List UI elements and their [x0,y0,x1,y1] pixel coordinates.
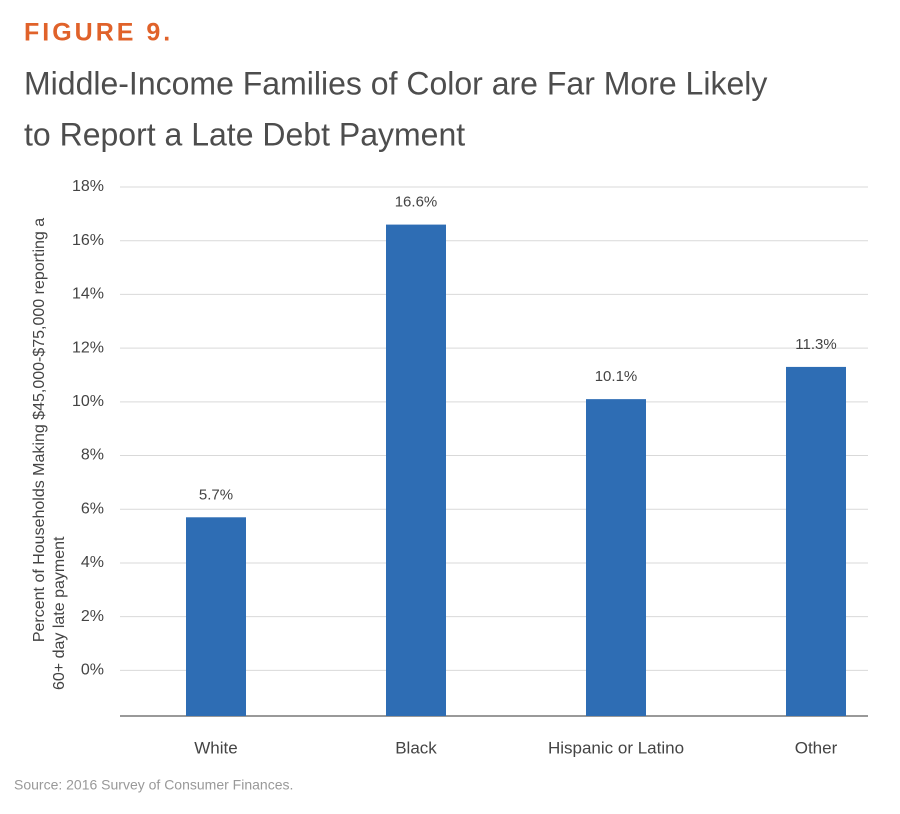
value-label: 16.6% [395,194,438,211]
y-tick-label: 0% [81,662,104,679]
y-tick-label: 16% [72,232,104,249]
y-tick-label: 6% [81,500,104,517]
value-label: 11.3% [795,336,836,353]
bar [786,366,846,716]
chart-title: to Report a Late Debt Payment [24,116,465,152]
y-axis-label: 60+ day late payment [51,536,68,690]
y-tick-label: 14% [72,286,104,303]
value-label: 5.7% [199,486,233,503]
value-label: 10.1% [595,368,638,385]
y-axis-label: Percent of Households Making $45,000-$75… [31,218,48,642]
figure-label: FIGURE 9. [24,19,173,47]
y-tick-label: 2% [81,608,104,625]
x-tick-label: Other [795,738,838,757]
bar [386,224,446,716]
bar [186,517,246,716]
bar [586,399,646,716]
source-note: Source: 2016 Survey of Consumer Finances… [14,777,293,793]
y-tick-label: 4% [81,554,104,571]
y-tick-label: 12% [72,339,104,356]
x-tick-label: White [194,738,237,757]
x-tick-label: Hispanic or Latino [548,738,684,757]
y-tick-label: 10% [72,393,104,410]
chart-title: Middle-Income Families of Color are Far … [24,65,767,101]
y-tick-label: 18% [72,178,104,195]
x-tick-label: Black [395,738,437,757]
y-tick-label: 8% [81,447,104,464]
